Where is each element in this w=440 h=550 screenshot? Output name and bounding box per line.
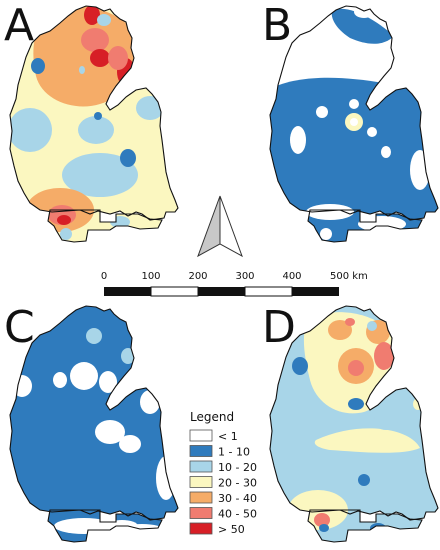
panel-d-letter: D <box>262 302 296 353</box>
panel-a: A <box>4 0 179 243</box>
legend-swatch <box>189 445 213 457</box>
scale-tick-label: 100 <box>141 271 160 282</box>
scale-tick-label: 500 km <box>330 271 368 282</box>
legend-label: > 50 <box>218 523 245 536</box>
legend-swatch <box>189 507 213 519</box>
legend-swatch <box>189 491 213 504</box>
panel-c: C <box>4 302 179 543</box>
scale-segment <box>104 287 151 296</box>
scale-tick-label: 200 <box>188 271 207 282</box>
panel-b-letter: B <box>262 0 292 51</box>
legend-label: 40 - 50 <box>218 508 257 521</box>
legend-items: < 1 1 - 10 10 - 20 20 - 30 30 - 40 40 - 50 > 5… <box>189 429 257 536</box>
legend-swatch <box>189 429 213 442</box>
legend-swatch <box>189 460 213 473</box>
scale-bar: 0 100 200 300 400 500 km <box>101 271 368 297</box>
scale-segment <box>198 287 245 296</box>
legend: Legend < 1 1 - 10 10 - 20 20 - 30 30 - 40 40 … <box>189 410 257 536</box>
panel-c-letter: C <box>4 302 35 353</box>
legend-label: 20 - 30 <box>218 477 257 490</box>
scale-segment <box>150 286 199 297</box>
scale-tick-label: 0 <box>101 271 107 282</box>
panel-d: D <box>262 302 439 543</box>
legend-label: < 1 <box>218 430 238 443</box>
legend-label: 10 - 20 <box>218 461 257 474</box>
legend-swatch <box>189 476 213 488</box>
scale-segment <box>244 286 293 297</box>
legend-label: 1 - 10 <box>218 446 250 459</box>
scale-tick-label: 400 <box>282 271 301 282</box>
legend-label: 30 - 40 <box>218 492 257 505</box>
north-arrow-icon <box>197 195 243 258</box>
panel-a-letter: A <box>4 0 34 51</box>
scale-tick-label: 300 <box>235 271 254 282</box>
legend-title: Legend <box>190 410 234 424</box>
legend-swatch <box>189 522 213 535</box>
scale-segment <box>292 287 339 296</box>
panel-b: B <box>262 0 439 243</box>
